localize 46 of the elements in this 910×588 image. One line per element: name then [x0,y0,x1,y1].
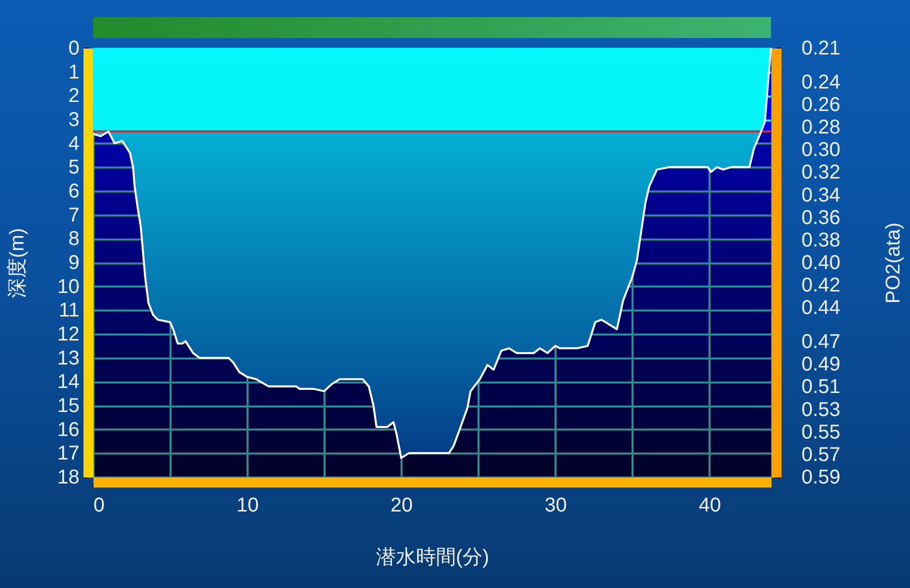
y-tick-label: 15 [57,395,80,417]
y2-tick-label: 0.53 [802,398,840,421]
y2-tick-label: 0.47 [802,331,840,354]
y-tick-label: 7 [68,204,80,226]
y2-tick-label: 0.51 [802,376,840,398]
y2-tick-label: 0.26 [802,94,840,116]
y-axis-title: 深度(m) [6,228,28,298]
y2-tick-label: 0.59 [802,466,840,488]
x-tick-label: 20 [390,494,413,516]
y-tick-label: 10 [57,276,80,298]
y2-axis-title: PO2(ata) [882,222,904,304]
y-tick-label: 5 [68,156,80,179]
y2-tick-label: 0.42 [802,274,840,297]
y-tick-label: 6 [68,180,80,202]
x-axis-title: 潜水時間(分) [376,546,490,568]
y-tick-label: 18 [57,466,80,488]
y2-tick-label: 0.44 [802,297,840,320]
y2-tick-label: 0.38 [802,229,840,252]
y-tick-label: 8 [68,228,80,250]
y2-tick-label: 0.40 [802,252,840,274]
x-tick-label: 0 [94,494,105,516]
y2-tick-label: 0.36 [802,206,840,229]
y-tick-label: 13 [57,347,80,370]
y-tick-label: 9 [68,252,80,274]
y2-tick-label: 0.21 [802,38,840,60]
y2-tick-label: 0.28 [802,116,840,139]
y-tick-label: 1 [68,61,80,84]
y2-tick-label: 0.24 [802,71,840,94]
y-tick-label: 0 [68,38,80,60]
y2-tick-label: 0.32 [802,162,840,184]
y-tick-label: 16 [57,418,80,441]
y2-tick-label: 0.30 [802,139,840,162]
y-tick-label: 4 [68,132,80,155]
y-tick-label: 14 [57,371,80,394]
y-tick-label: 17 [57,442,80,465]
x-tick-label: 10 [236,494,259,516]
y-tick-label: 2 [68,85,80,108]
y-tick-label: 11 [58,300,80,322]
y2-tick-label: 0.34 [802,184,840,206]
y2-tick-label: 0.49 [802,354,840,376]
y2-tick-label: 0.57 [802,444,840,466]
x-tick-label: 30 [544,494,567,516]
y-tick-label: 12 [57,324,80,346]
x-tick-label: 40 [698,494,721,516]
y-tick-label: 3 [68,109,80,131]
y2-tick-label: 0.55 [802,421,840,444]
